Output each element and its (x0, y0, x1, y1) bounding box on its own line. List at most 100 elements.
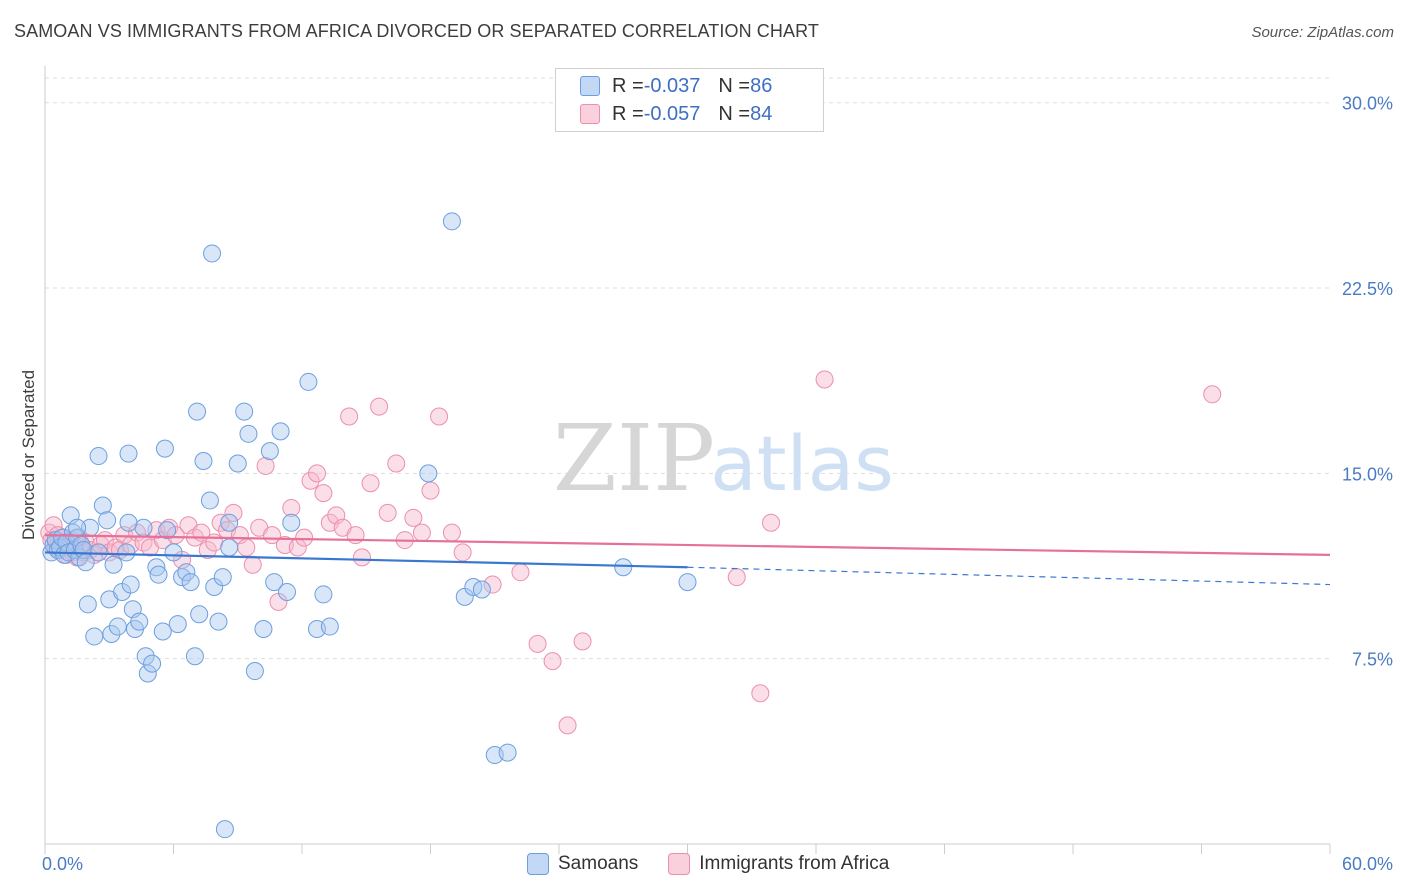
x-tick-label-max: 60.0% (1342, 854, 1393, 874)
trend-africa (44, 534, 1331, 556)
data-point (149, 565, 168, 584)
data-point (254, 620, 273, 639)
chart-title: SAMOAN VS IMMIGRANTS FROM AFRICA DIVORCE… (14, 21, 819, 41)
data-point (119, 513, 138, 532)
trend-samoans (44, 551, 688, 569)
data-point (340, 407, 359, 426)
data-point (314, 585, 333, 604)
trend-lines (44, 534, 1331, 586)
data-point (282, 513, 301, 532)
stats-legend: R = -0.037 N = 86 R = -0.057 N = 84 (555, 68, 824, 132)
watermark: ZIP atlas (553, 405, 894, 512)
x-tick-labels: 0.0% 60.0% (42, 854, 1393, 874)
stats-row-africa: R = -0.057 N = 84 (580, 101, 772, 127)
data-point (158, 521, 177, 540)
data-point (260, 442, 279, 461)
data-point (130, 612, 149, 631)
data-point (378, 503, 397, 522)
watermark-zip: ZIP (553, 405, 715, 512)
data-point (215, 820, 234, 839)
data-point (224, 503, 243, 522)
data-point (352, 548, 371, 567)
data-point (573, 632, 592, 651)
data-point (361, 474, 380, 493)
data-point (614, 558, 633, 577)
y-tick-label: 22.5% (1342, 279, 1393, 299)
data-point (194, 452, 213, 470)
data-point (188, 402, 207, 421)
data-point (278, 582, 297, 601)
data-point (678, 573, 697, 592)
n-value: 84 (750, 102, 773, 125)
data-point (237, 538, 256, 557)
data-point (453, 543, 472, 562)
data-point (177, 563, 196, 582)
samoans-swatch (580, 76, 600, 96)
samoans-legend-swatch (527, 853, 549, 875)
data-point (153, 622, 172, 641)
data-point (209, 612, 228, 631)
legend-item-samoans[interactable]: Samoans (527, 853, 638, 875)
data-point (762, 513, 781, 532)
data-point (147, 558, 166, 577)
data-point (421, 481, 440, 500)
r-label: R = (612, 102, 644, 125)
data-point (138, 664, 157, 683)
data-point (164, 543, 183, 562)
data-point (498, 743, 517, 762)
data-point (301, 471, 320, 490)
data-point (44, 516, 63, 535)
y-axis-label: Divorced or Separated (19, 370, 38, 540)
data-point (136, 647, 155, 666)
data-point (528, 634, 547, 653)
r-value: -0.037 (643, 74, 701, 97)
data-point (265, 573, 284, 592)
legend-label: Immigrants from Africa (699, 853, 890, 874)
data-point (155, 439, 174, 458)
data-point (314, 484, 333, 503)
data-point (102, 624, 121, 643)
data-point (198, 540, 217, 559)
data-point (404, 508, 423, 527)
data-point (483, 575, 502, 594)
data-point (98, 511, 117, 530)
data-point (271, 422, 290, 441)
source-note: Source: ZipAtlas.com (1251, 24, 1394, 41)
data-point (727, 568, 746, 587)
data-point (85, 627, 104, 646)
stats-row-samoans: R = -0.037 N = 86 (580, 73, 772, 99)
data-point (89, 447, 108, 466)
data-point (256, 456, 275, 475)
series-samoans (42, 212, 697, 839)
data-point (78, 595, 97, 614)
watermark-atlas: atlas (710, 419, 894, 508)
r-value: -0.057 (643, 102, 701, 125)
axes (44, 66, 1331, 854)
y-tick-label: 15.0% (1342, 464, 1393, 484)
data-point (543, 652, 562, 671)
r-label: R = (612, 74, 644, 97)
data-point (282, 498, 301, 517)
data-point (119, 444, 138, 463)
legend-item-africa[interactable]: Immigrants from Africa (668, 853, 889, 875)
data-point (93, 496, 112, 515)
data-point (68, 518, 87, 537)
data-point (104, 555, 123, 574)
data-point (751, 684, 770, 703)
data-point (1203, 385, 1222, 404)
data-point (295, 528, 314, 547)
data-point (213, 568, 232, 587)
data-point (190, 605, 209, 624)
data-point (419, 464, 438, 483)
data-point (472, 580, 491, 599)
data-point (387, 454, 406, 473)
data-point (121, 575, 140, 594)
data-point (185, 647, 204, 666)
data-point (245, 662, 264, 681)
data-point (299, 372, 318, 391)
x-tick-label-min: 0.0% (42, 854, 83, 874)
data-point (307, 464, 326, 483)
legend-label: Samoans (558, 853, 639, 874)
data-point (220, 538, 239, 557)
